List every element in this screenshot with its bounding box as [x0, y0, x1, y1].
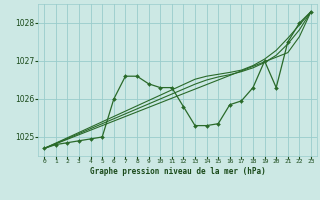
X-axis label: Graphe pression niveau de la mer (hPa): Graphe pression niveau de la mer (hPa) [90, 167, 266, 176]
